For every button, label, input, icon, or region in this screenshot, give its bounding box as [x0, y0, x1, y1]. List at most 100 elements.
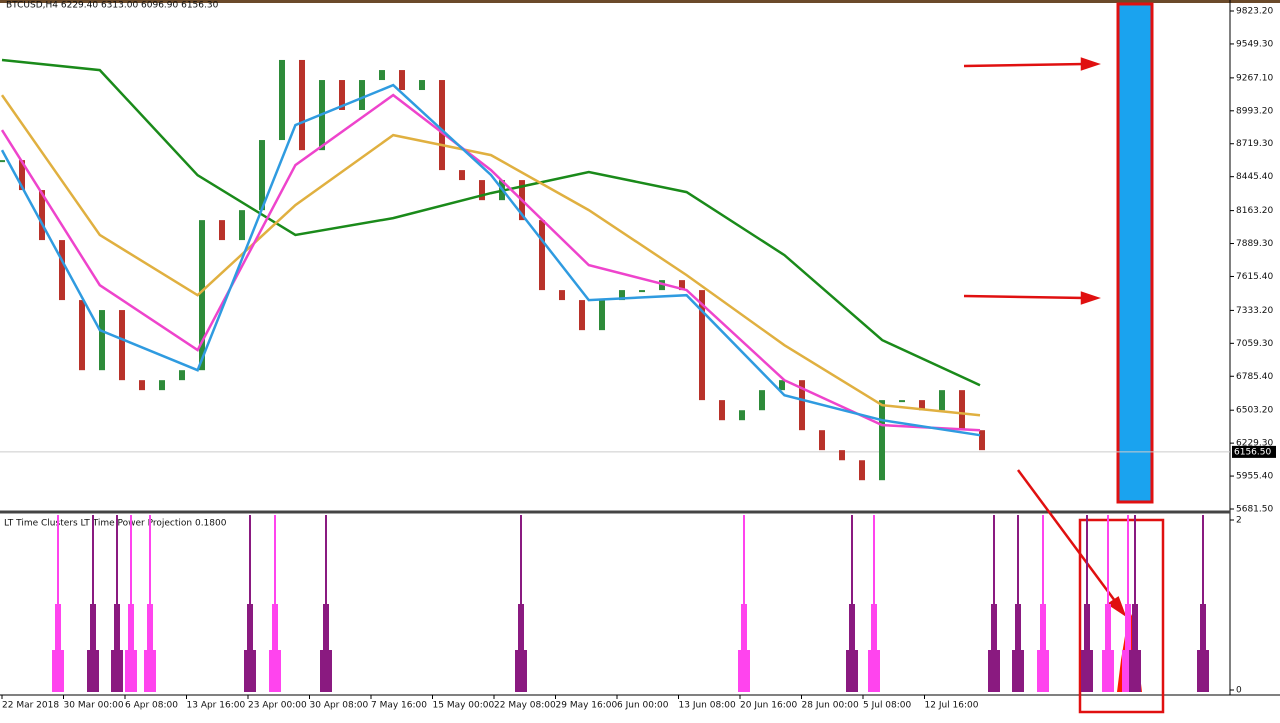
y-tick-label: 8993.20 [1236, 106, 1273, 116]
x-tick-label: 15 May 00:00 [433, 701, 495, 711]
candle [539, 220, 545, 291]
moving-average [1, 58, 981, 387]
candle [699, 290, 705, 401]
cluster-spike [520, 515, 522, 692]
highlight-box [1078, 518, 1165, 714]
cluster-base [1012, 650, 1024, 692]
cluster-body [247, 604, 253, 692]
arrow [1016, 469, 1120, 606]
candle [119, 310, 125, 381]
x-tick-label: 30 Apr 08:00 [310, 701, 369, 711]
cluster-spike [1127, 515, 1129, 692]
x-tick-label: 13 Apr 16:00 [187, 701, 246, 711]
cluster-body [147, 604, 153, 692]
cluster-spike [1134, 515, 1136, 692]
cluster-base [111, 650, 123, 692]
cluster-body [323, 604, 329, 692]
cluster-body [114, 604, 120, 692]
cluster-body [1015, 604, 1021, 692]
candle [339, 80, 345, 110]
y-tick-label: 9823.20 [1236, 7, 1273, 17]
chart-header: BTCUSD,H4 6229.40 6313.00 6096.90 6156.3… [6, 1, 219, 11]
candle [79, 300, 85, 371]
candle [939, 390, 945, 411]
cluster-body [871, 604, 877, 692]
arrow-head [1106, 596, 1127, 618]
cluster-base [868, 650, 880, 692]
y-tick-label: 2 [1236, 516, 1242, 526]
moving-average [0, 94, 981, 417]
arrows [963, 57, 1127, 618]
x-tick-label: 29 May 16:00 [556, 701, 618, 711]
cluster-spike [274, 515, 276, 692]
candle [559, 290, 565, 301]
cluster-spike [1107, 515, 1109, 692]
cluster-base [1081, 650, 1093, 692]
cluster-base [87, 650, 99, 692]
cluster-spike [1042, 515, 1044, 692]
cluster-spike [1202, 515, 1204, 692]
moving-average [0, 93, 981, 432]
y-tick-label: 0 [1236, 686, 1242, 696]
candle [799, 380, 805, 431]
projection-zone [1116, 2, 1154, 504]
candle [959, 390, 965, 431]
candle [139, 380, 145, 391]
cluster-body [128, 604, 134, 692]
candle [979, 430, 985, 451]
cluster-spike [149, 515, 151, 692]
candle [39, 190, 45, 241]
top-bar [0, 0, 1280, 3]
candle [779, 380, 785, 391]
arrow-head [1080, 291, 1101, 305]
cluster-spike [57, 515, 59, 692]
candle [579, 300, 585, 331]
x-tick-label: 7 May 16:00 [371, 701, 427, 711]
cluster-spike [743, 515, 745, 692]
x-tick-label: 30 Mar 00:00 [64, 701, 124, 711]
cluster-spike [116, 515, 118, 692]
x-tick-label: 12 Jul 16:00 [925, 701, 979, 711]
cluster-body [741, 604, 747, 692]
candle [599, 300, 605, 331]
candle [59, 240, 65, 301]
candle [899, 400, 905, 403]
candle [199, 220, 205, 371]
y-tick-label: 5681.50 [1236, 505, 1273, 515]
candle [159, 380, 165, 391]
y-tick-label: 6229.30 [1236, 439, 1273, 449]
candle [299, 59, 305, 151]
y-tick-label: 8163.20 [1236, 206, 1273, 216]
x-tick-label: 6 Jun 00:00 [617, 701, 669, 711]
cluster-spike [1017, 515, 1019, 692]
candle [819, 430, 825, 451]
cluster-body [991, 604, 997, 692]
cluster-base [1037, 650, 1049, 692]
candle [679, 280, 685, 291]
candle [919, 400, 925, 411]
cluster-base [52, 650, 64, 692]
current-price-box [1232, 445, 1276, 458]
y-tick-label: 7615.40 [1236, 272, 1273, 282]
x-tick-label: 20 Jun 16:00 [740, 701, 797, 711]
candle [359, 80, 365, 110]
x-tick-label: 13 Jun 08:00 [679, 701, 736, 711]
cluster-base [144, 650, 156, 692]
candle [479, 180, 485, 201]
cluster-body [55, 604, 61, 692]
cluster-spike [249, 515, 251, 692]
y-tick-label: 7333.20 [1236, 306, 1273, 316]
cluster-base [1102, 650, 1114, 692]
candle [419, 80, 425, 91]
cluster-spike [873, 515, 875, 692]
cluster-body [1084, 604, 1090, 692]
indicator-label: LT Time Clusters LT Time Power Projectio… [4, 519, 227, 529]
cluster-base [320, 650, 332, 692]
cluster-base [515, 650, 527, 692]
candle [439, 80, 445, 171]
cluster-body [1132, 604, 1138, 692]
cluster-base [269, 650, 281, 692]
candle [99, 310, 105, 371]
